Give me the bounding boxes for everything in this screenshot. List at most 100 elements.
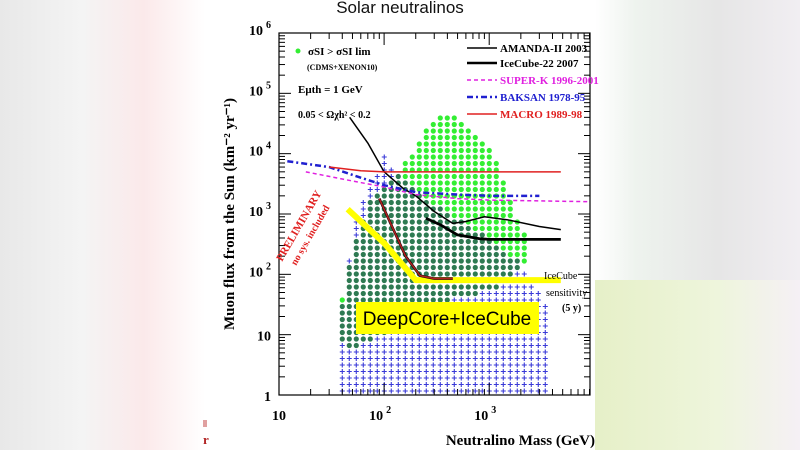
model-point-blue (423, 369, 429, 374)
background-fragment (203, 420, 207, 427)
model-point-green (486, 271, 492, 277)
model-point-green (374, 199, 380, 206)
model-point-green (402, 238, 408, 245)
model-point-green (381, 277, 387, 284)
model-point-blue (388, 375, 394, 381)
model-point-green (458, 193, 464, 199)
model-point-blue (521, 362, 527, 368)
model-point-green (486, 147, 492, 154)
model-point-blue (416, 343, 422, 348)
model-point-green (339, 323, 345, 329)
model-point-green (451, 251, 457, 258)
model-point-blue (542, 330, 548, 335)
model-point-green (507, 271, 513, 277)
model-point-blue (353, 349, 359, 355)
model-point-green (381, 290, 387, 297)
model-point-blue (381, 362, 387, 368)
model-point-blue (381, 369, 387, 374)
model-point-green (514, 264, 520, 271)
model-point-blue (395, 369, 401, 374)
model-point-blue (416, 369, 422, 374)
model-point-green (437, 160, 443, 167)
model-point-blue (458, 388, 464, 394)
model-point-green (472, 238, 478, 245)
model-point-green (360, 336, 366, 342)
model-point-green (353, 238, 359, 245)
model-point-blue (528, 343, 534, 348)
model-point-green (493, 219, 499, 225)
model-point-green (493, 206, 499, 212)
model-point-green (451, 134, 457, 141)
model-point-green (409, 251, 415, 258)
model-point-green (479, 173, 485, 180)
model-point-blue (479, 343, 485, 348)
model-point-blue (402, 343, 408, 348)
model-point-blue (486, 362, 492, 368)
model-point-blue (458, 369, 464, 374)
model-point-green (346, 336, 352, 342)
model-point-blue (528, 375, 534, 381)
model-point-blue (444, 356, 450, 361)
model-point-green (472, 225, 478, 232)
model-point-green (353, 342, 359, 349)
model-point-green (416, 141, 422, 147)
model-point-blue (507, 362, 513, 368)
model-point-blue (395, 343, 401, 348)
model-point-green (437, 284, 443, 290)
model-point-green (465, 160, 471, 167)
model-point-blue (458, 349, 464, 355)
model-point-green (472, 245, 478, 251)
model-point-green (472, 258, 478, 264)
model-point-blue (500, 356, 506, 361)
model-point-green (451, 147, 457, 154)
model-point-green (339, 297, 345, 303)
model-point-blue (542, 343, 548, 348)
model-point-blue (514, 297, 520, 303)
model-point-blue (437, 382, 443, 387)
model-point-green (486, 186, 492, 193)
x-tick-label: 10 3 (474, 405, 496, 424)
model-point-green (472, 251, 478, 258)
model-point-blue (521, 356, 527, 361)
model-point-blue (430, 388, 436, 394)
model-point-blue (353, 369, 359, 374)
model-point-green (339, 336, 345, 342)
model-point-green (493, 264, 499, 271)
model-point-blue (521, 375, 527, 381)
model-point-blue (360, 206, 366, 212)
model-point-blue (500, 388, 506, 394)
model-point-blue (360, 213, 366, 218)
model-point-blue (514, 375, 520, 381)
model-point-green (402, 199, 408, 206)
curve-deepcore (378, 198, 453, 280)
model-point-green (479, 186, 485, 193)
model-point-green (479, 147, 485, 154)
model-point-green (472, 212, 478, 219)
y-tick-label: 1 (264, 390, 271, 405)
model-point-blue (388, 362, 394, 368)
model-point-blue (472, 375, 478, 381)
model-point-green (346, 284, 352, 290)
model-point-green (367, 336, 373, 342)
model-point-green (409, 284, 415, 290)
model-point-green (381, 186, 387, 193)
model-point-green (430, 258, 436, 264)
model-point-blue (493, 362, 499, 368)
model-point-green (507, 251, 513, 258)
model-point-blue (521, 271, 527, 277)
model-point-green (353, 264, 359, 271)
model-point-green (444, 251, 450, 258)
model-point-green (493, 160, 499, 167)
model-point-blue (521, 284, 527, 290)
model-point-green (388, 199, 394, 206)
model-point-green (500, 199, 506, 206)
model-point-green (437, 128, 443, 134)
model-point-green (465, 271, 471, 277)
model-point-blue (542, 382, 548, 387)
model-point-green (360, 251, 366, 258)
model-point-green (388, 232, 394, 238)
model-point-green (416, 219, 422, 225)
model-point-blue (409, 382, 415, 387)
model-point-green (437, 238, 443, 245)
